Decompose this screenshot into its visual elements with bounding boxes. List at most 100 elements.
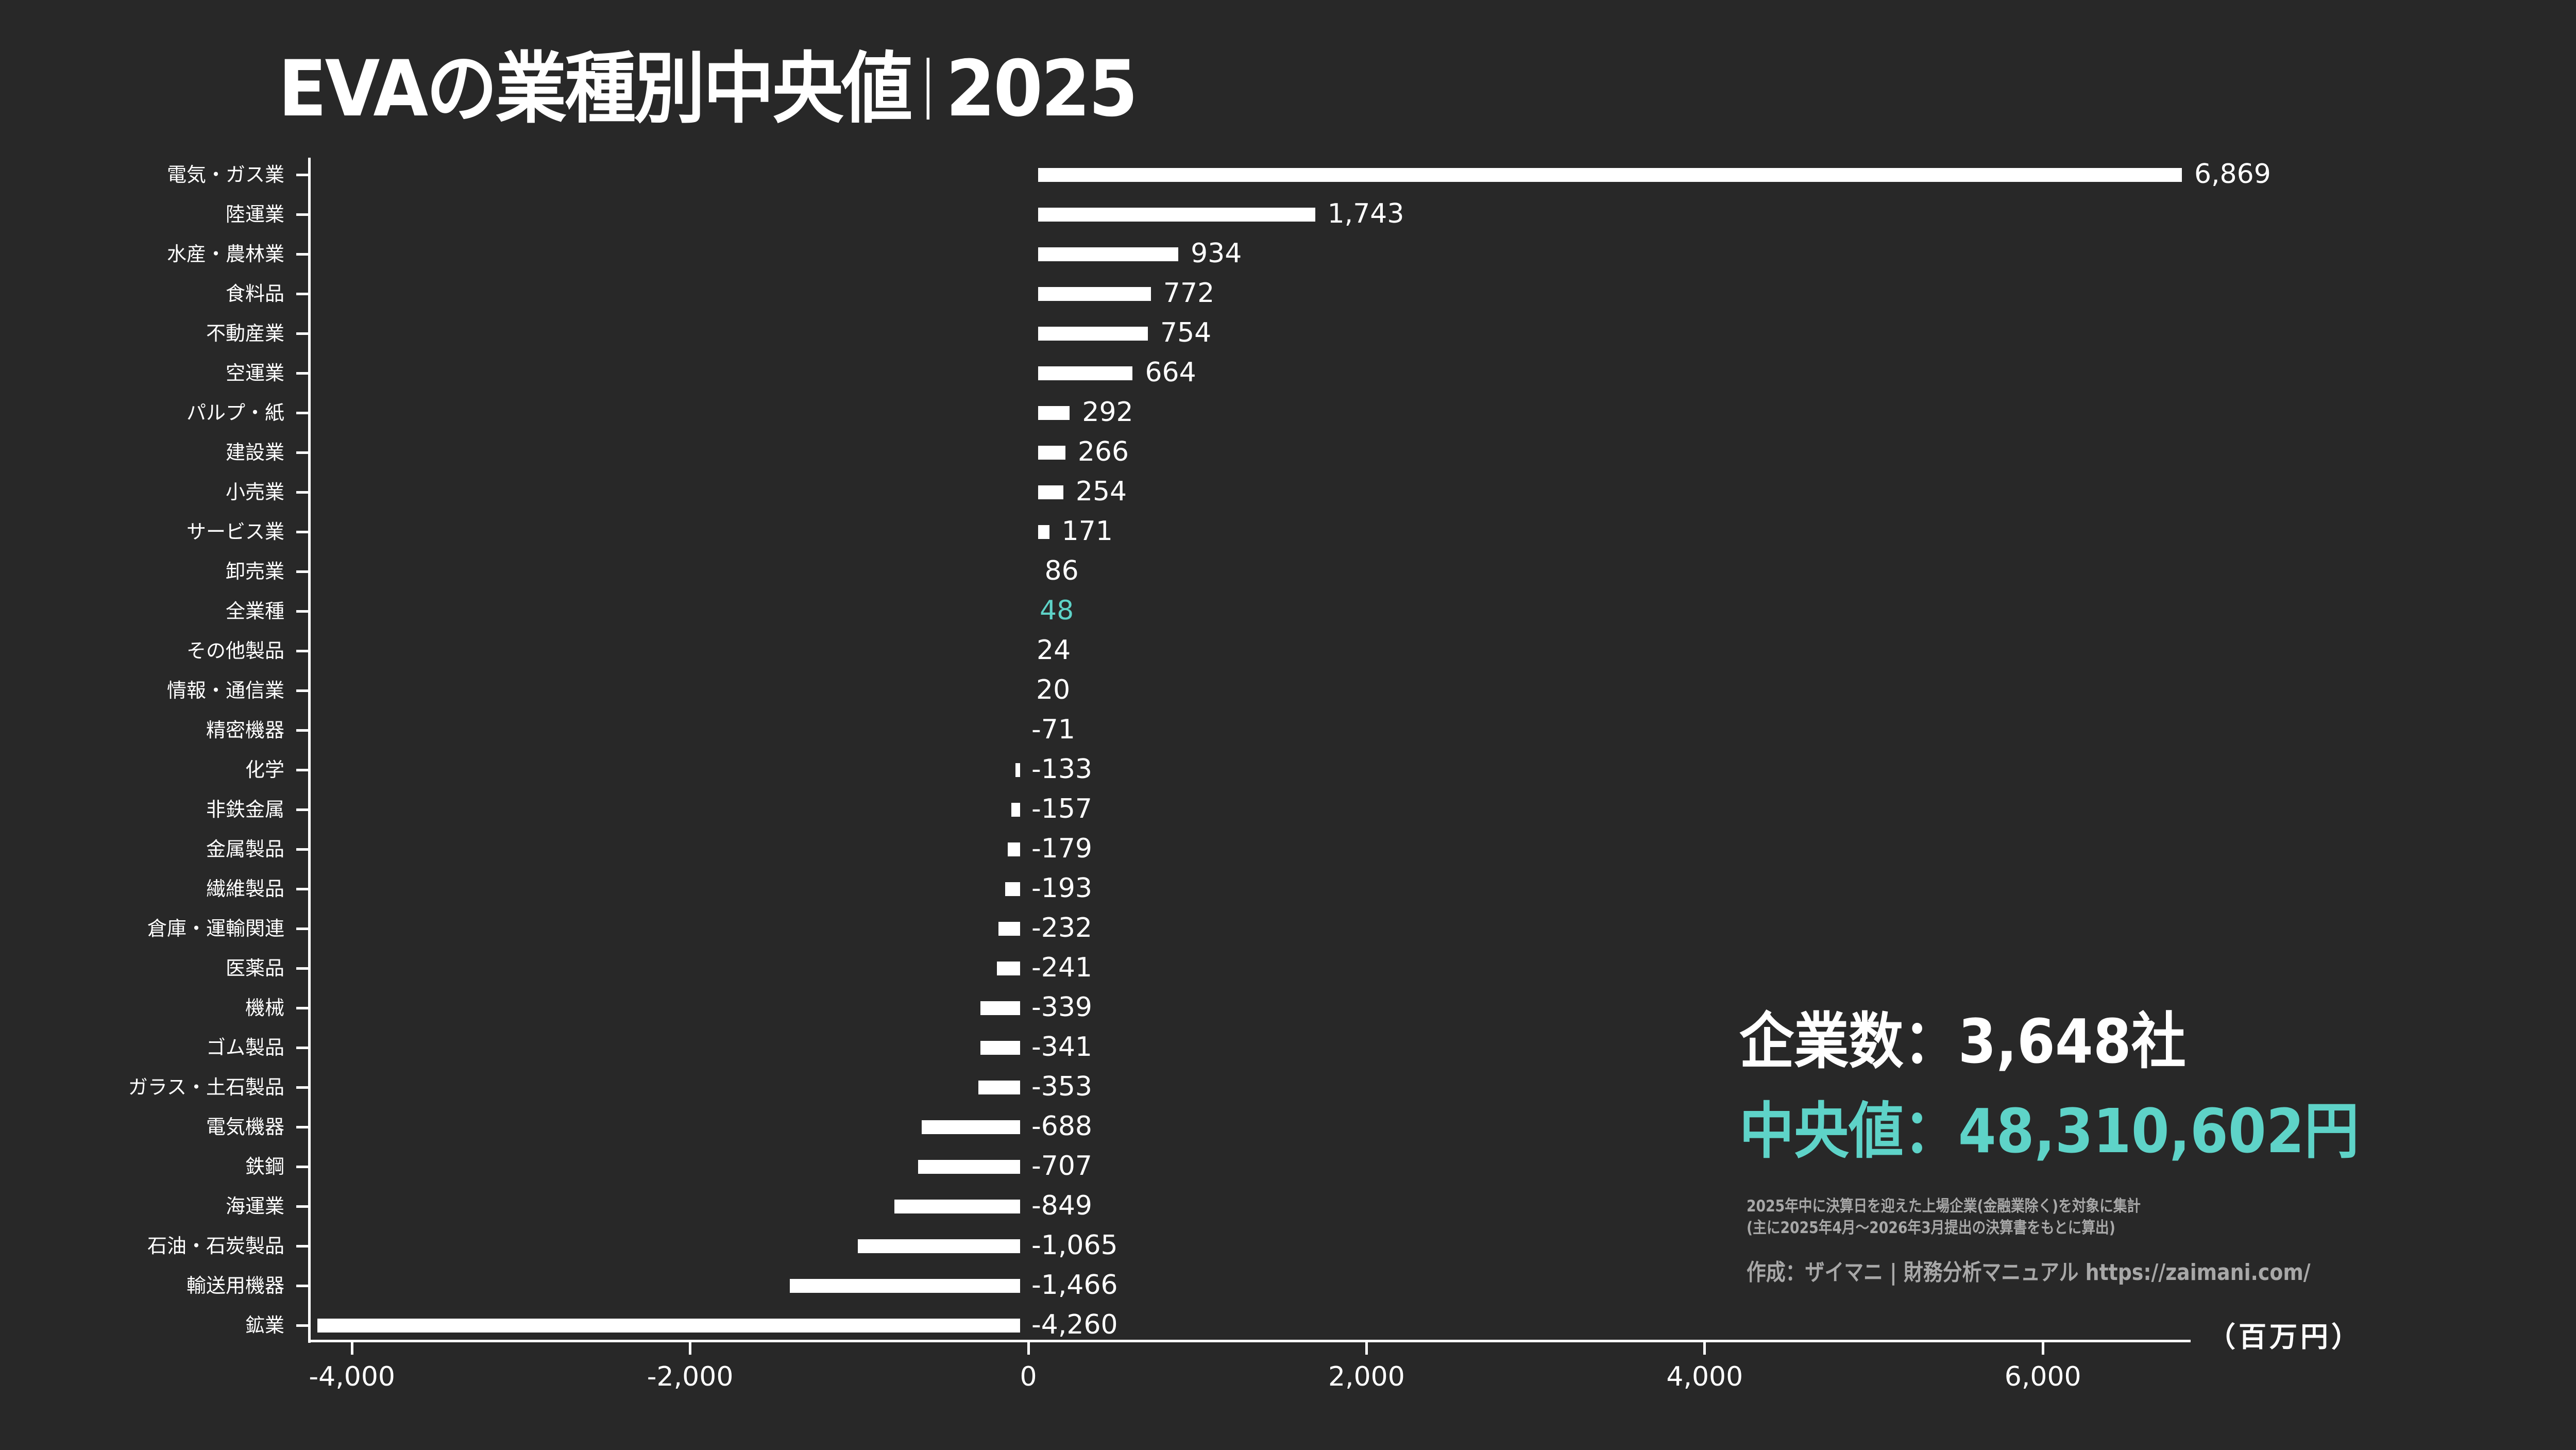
bar (921, 1120, 1020, 1134)
title-main: EVAの業種別中央値 (278, 44, 912, 134)
category-label: 金属製品 (206, 838, 284, 861)
value-label: -688 (1031, 1110, 1093, 1142)
bar (1038, 286, 1151, 301)
bar (1038, 167, 2182, 182)
category-label: 空運業 (225, 362, 284, 384)
y-tick (296, 848, 309, 851)
y-tick (296, 372, 309, 375)
bar (317, 1318, 1020, 1333)
y-tick (296, 1205, 309, 1208)
bar (997, 961, 1020, 975)
value-label: -341 (1031, 1031, 1093, 1063)
bar (1038, 445, 1065, 460)
value-label: 6,869 (2194, 158, 2271, 190)
note-line-1: 2025年中に決算日を迎えた上場企業(金融業除く)を対象に集計 (1747, 1197, 2141, 1216)
category-label: 機械 (245, 997, 284, 1019)
value-label: -193 (1031, 872, 1093, 904)
value-label: -849 (1031, 1190, 1093, 1221)
x-tick (350, 1342, 353, 1355)
company-count: 企業数：3,648社 (1739, 1006, 2186, 1077)
value-label: 1,743 (1327, 198, 1404, 229)
category-label: 石油・石炭製品 (147, 1235, 284, 1257)
value-label: 20 (1036, 674, 1071, 705)
median-value: 中央値：48,310,602円 (1739, 1095, 2359, 1167)
category-label: 陸運業 (225, 203, 284, 226)
category-label: 精密機器 (206, 719, 284, 741)
y-tick (296, 1086, 309, 1089)
bar (1038, 247, 1179, 261)
y-tick (296, 967, 309, 970)
x-axis-unit-label: （百万円） (2208, 1321, 2362, 1353)
value-label: 48 (1040, 595, 1074, 626)
value-label: -133 (1031, 753, 1093, 785)
category-label: その他製品 (186, 639, 284, 662)
value-label: -339 (1031, 991, 1093, 1023)
category-label: 卸売業 (225, 560, 284, 583)
bar (918, 1159, 1020, 1174)
y-tick (296, 1284, 309, 1287)
value-label: 266 (1077, 436, 1129, 467)
note-line-2: (主に2025年4月～2026年3月提出の決算書をもとに算出) (1747, 1219, 2115, 1237)
y-tick (296, 689, 309, 692)
bar (1038, 326, 1148, 341)
category-label: 鉄鋼 (245, 1155, 284, 1178)
y-tick (296, 1046, 309, 1049)
category-label: 食料品 (225, 282, 284, 305)
title-separator (926, 58, 930, 120)
x-tick-label: 6,000 (2004, 1361, 2081, 1392)
bar (1007, 842, 1020, 856)
x-tick-label: -2,000 (647, 1361, 734, 1392)
y-tick (296, 332, 309, 335)
category-label: 鉱業 (245, 1314, 284, 1337)
y-tick (296, 451, 309, 454)
value-label: 254 (1075, 476, 1127, 507)
category-label: ゴム製品 (206, 1036, 284, 1059)
category-label: 非鉄金属 (206, 798, 284, 821)
x-tick (1703, 1342, 1706, 1355)
category-label: 不動産業 (206, 322, 284, 345)
value-label: 171 (1061, 515, 1113, 547)
value-label: -232 (1031, 912, 1093, 943)
bar (980, 1040, 1020, 1055)
y-tick (296, 570, 309, 573)
value-label: 292 (1082, 396, 1133, 428)
category-label: 化学 (245, 758, 284, 781)
x-axis-spine (308, 1340, 2191, 1342)
value-label: 934 (1191, 238, 1242, 269)
value-label: -71 (1031, 714, 1075, 745)
bar (857, 1239, 1020, 1253)
bar (790, 1278, 1020, 1293)
bar (1038, 406, 1070, 420)
y-tick (296, 610, 309, 613)
category-label: 電気・ガス業 (166, 163, 284, 186)
category-label: パルプ・紙 (186, 401, 284, 424)
y-tick (296, 213, 309, 216)
category-label: 繊維製品 (206, 878, 284, 900)
category-label: 水産・農林業 (166, 243, 284, 265)
bar (1038, 366, 1133, 380)
value-label: -1,065 (1031, 1229, 1118, 1261)
y-axis-spine (308, 158, 311, 1343)
bar (998, 921, 1020, 936)
bar (1038, 207, 1315, 222)
bar (1011, 802, 1020, 817)
x-tick-label: 2,000 (1328, 1361, 1405, 1392)
category-label: ガラス・土石製品 (128, 1076, 284, 1099)
x-tick (689, 1342, 692, 1355)
value-label: -353 (1031, 1071, 1093, 1102)
y-tick (296, 729, 309, 732)
category-label: 全業種 (225, 600, 284, 622)
value-label: 86 (1044, 555, 1079, 586)
x-tick-label: -4,000 (309, 1361, 396, 1392)
x-tick (2041, 1342, 2044, 1355)
bar (980, 1001, 1020, 1015)
bar (894, 1199, 1020, 1213)
x-tick (1365, 1342, 1368, 1355)
y-tick (296, 530, 309, 533)
value-label: -179 (1031, 833, 1093, 864)
chart-title: EVAの業種別中央値 2025 (278, 50, 1138, 128)
bar (1038, 525, 1049, 539)
x-tick-label: 4,000 (1666, 1361, 1743, 1392)
y-tick (296, 1006, 309, 1009)
category-label: 電気機器 (206, 1116, 284, 1138)
